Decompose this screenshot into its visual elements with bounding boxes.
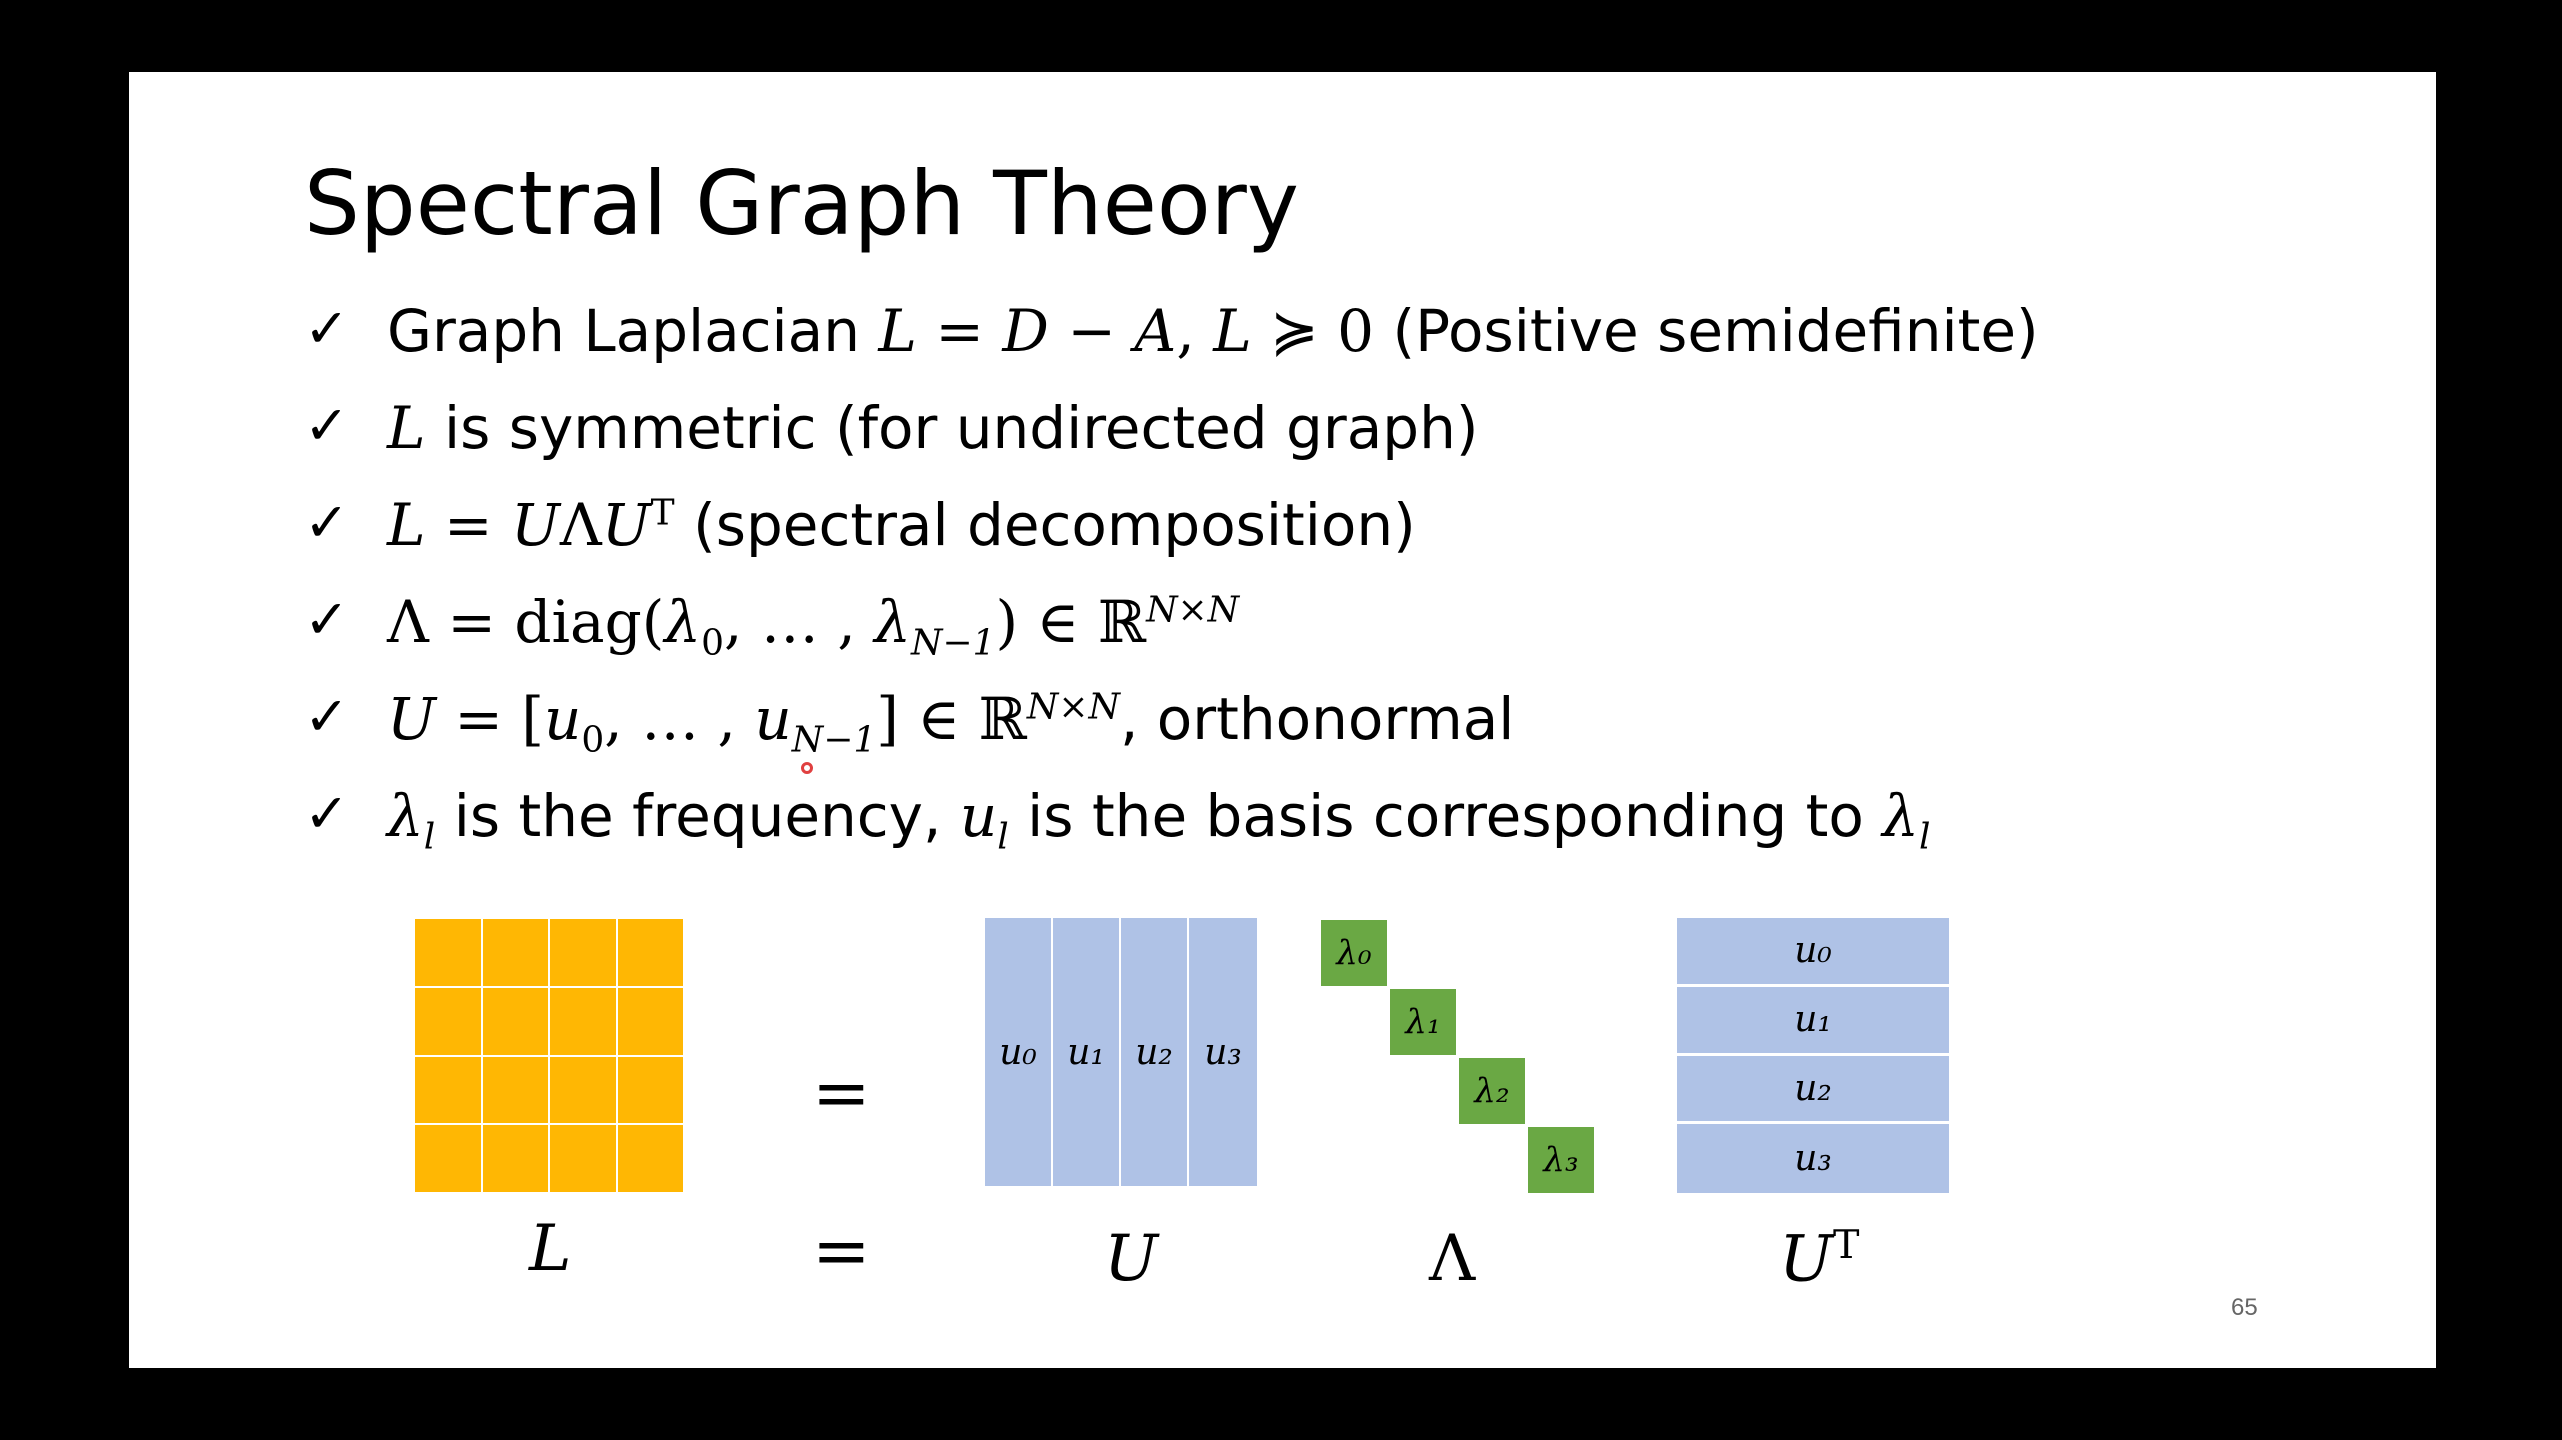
lambda-2: λ₂ bbox=[1459, 1058, 1525, 1124]
l-matrix-cell bbox=[616, 1124, 684, 1193]
check-icon: ✓ bbox=[304, 782, 350, 845]
slide-title: Spectral Graph Theory bbox=[304, 152, 1299, 255]
check-icon: ✓ bbox=[304, 685, 350, 748]
label-u: U bbox=[1104, 1222, 1158, 1296]
l-matrix-cell bbox=[549, 1124, 617, 1193]
l-matrix-cell bbox=[549, 918, 617, 987]
lambda-0: λ₀ bbox=[1321, 920, 1387, 986]
label-l: L bbox=[529, 1212, 572, 1286]
check-icon: ✓ bbox=[304, 491, 350, 554]
slide: Spectral Graph Theory ✓ Graph Laplacian … bbox=[129, 72, 2436, 1368]
l-matrix-cell bbox=[549, 1055, 617, 1125]
bullet-2-text: L is symmetric (for undirected graph) bbox=[387, 394, 1479, 462]
l-matrix-cell bbox=[616, 918, 684, 987]
u-matrix: u₀ u₁ u₂ u₃ bbox=[985, 918, 1257, 1186]
bullet-6-text: λl is the frequency, ul is the basis cor… bbox=[387, 782, 1931, 858]
bullet-5-text: U = [u0, … , uN−1] ∈ ℝN×N, orthonormal bbox=[387, 685, 1515, 761]
page-number: 65 bbox=[2231, 1294, 2258, 1321]
pointer-dot-icon bbox=[801, 762, 813, 774]
l-matrix-cell bbox=[549, 986, 617, 1056]
l-matrix-cell bbox=[616, 986, 684, 1056]
l-matrix bbox=[414, 918, 684, 1193]
equals-sign-top: = bbox=[812, 1052, 871, 1134]
l-matrix-cell bbox=[616, 1055, 684, 1125]
l-matrix-cell bbox=[481, 986, 549, 1056]
check-icon: ✓ bbox=[304, 588, 350, 651]
check-icon: ✓ bbox=[304, 297, 350, 360]
l-matrix-cell bbox=[481, 918, 549, 987]
l-matrix-cell bbox=[414, 1055, 482, 1125]
u-column-3: u₃ bbox=[1189, 918, 1257, 1186]
equals-sign-bottom: = bbox=[812, 1210, 871, 1292]
u-column-1: u₁ bbox=[1053, 918, 1121, 1186]
ut-row-2: u₂ bbox=[1677, 1055, 1949, 1125]
label-lambda: Λ bbox=[1429, 1222, 1476, 1296]
u-column-2: u₂ bbox=[1121, 918, 1189, 1186]
bullet-3-text: L = UΛUT (spectral decomposition) bbox=[387, 491, 1416, 559]
ut-row-1: u₁ bbox=[1677, 986, 1949, 1056]
l-matrix-cell bbox=[481, 1055, 549, 1125]
ut-matrix: u₀ u₁ u₂ u₃ bbox=[1677, 918, 1949, 1193]
bullet-4-text: Λ = diag(λ0, … , λN−1) ∈ ℝN×N bbox=[387, 588, 1240, 664]
ut-row-0: u₀ bbox=[1677, 918, 1949, 987]
u-column-0: u₀ bbox=[985, 918, 1053, 1186]
lambda-1: λ₁ bbox=[1390, 989, 1456, 1055]
bullet-1-text: Graph Laplacian L = D − A, L ≽ 0 (Positi… bbox=[387, 297, 2039, 365]
label-ut: UT bbox=[1779, 1222, 1860, 1297]
l-matrix-cell bbox=[414, 986, 482, 1056]
check-icon: ✓ bbox=[304, 394, 350, 457]
l-matrix-cell bbox=[414, 1124, 482, 1193]
lambda-3: λ₃ bbox=[1528, 1127, 1594, 1193]
ut-row-3: u₃ bbox=[1677, 1124, 1949, 1193]
l-matrix-cell bbox=[481, 1124, 549, 1193]
l-matrix-cell bbox=[414, 918, 482, 987]
